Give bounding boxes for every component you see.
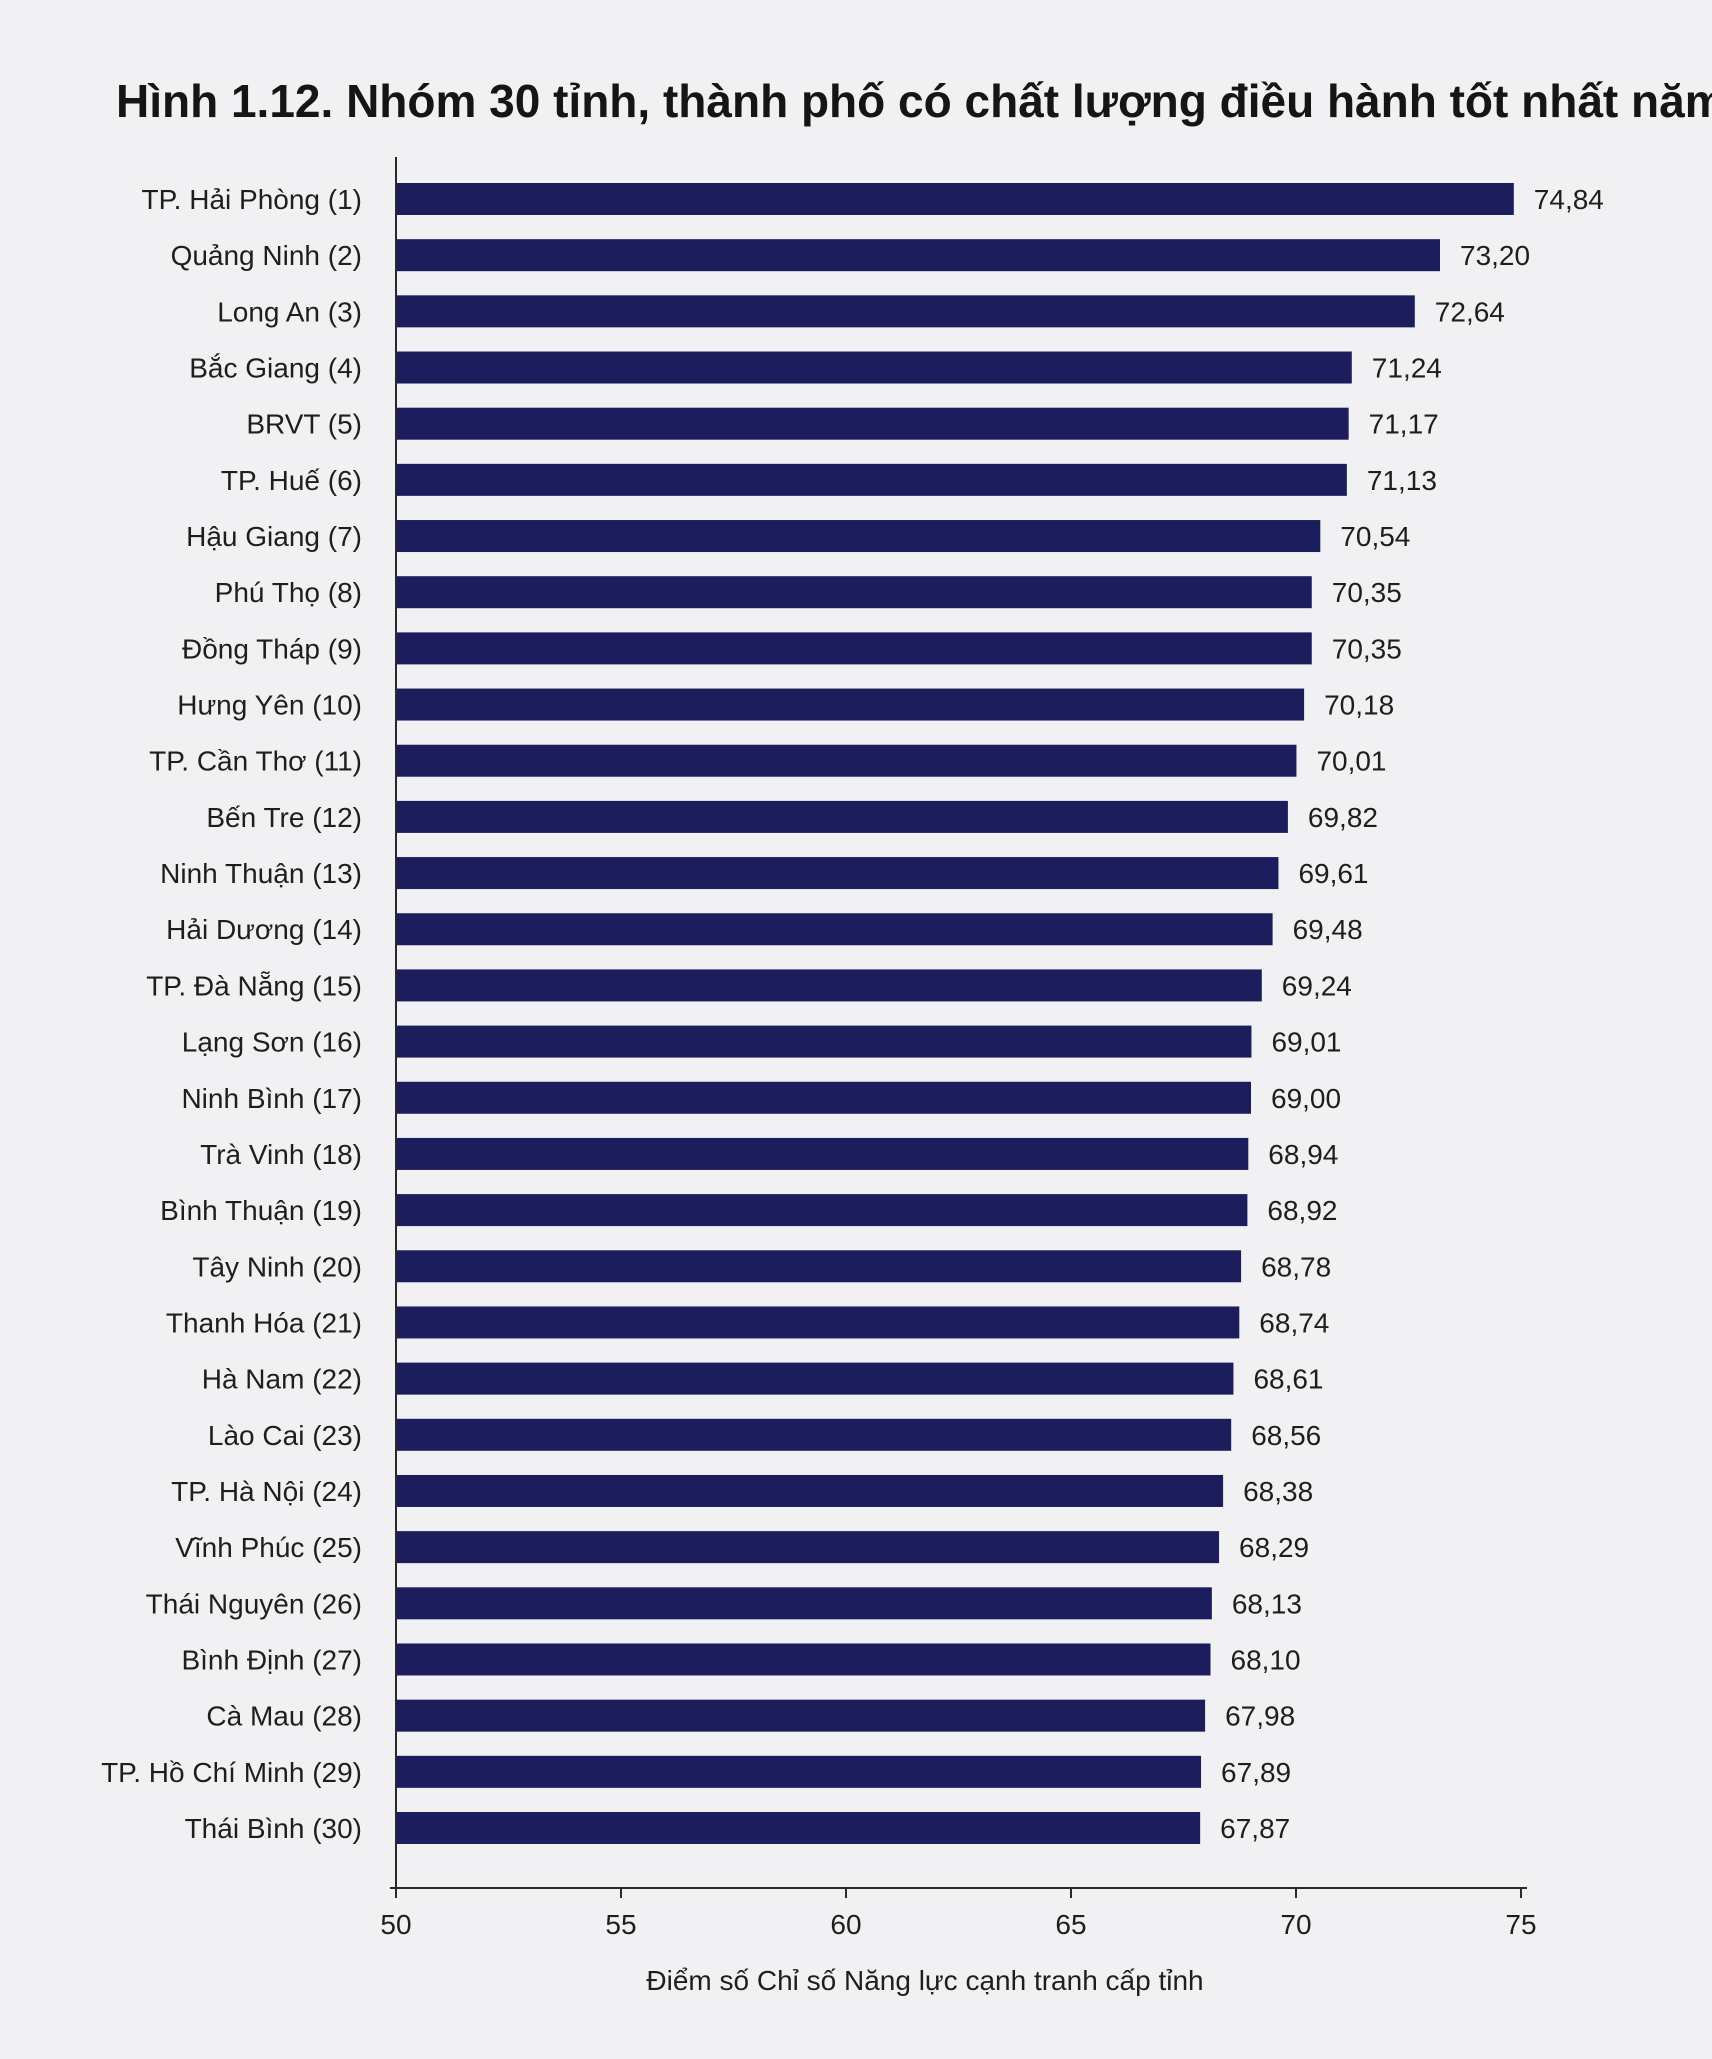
category-label: BRVT (5) bbox=[246, 409, 362, 440]
category-label: Phú Thọ (8) bbox=[215, 577, 362, 608]
bar bbox=[396, 1587, 1212, 1620]
value-label: 68,61 bbox=[1253, 1364, 1323, 1395]
category-label: Thanh Hóa (21) bbox=[166, 1307, 362, 1338]
category-label: Quảng Ninh (2) bbox=[171, 240, 362, 271]
value-label: 70,01 bbox=[1316, 746, 1386, 777]
x-axis-title: Điểm số Chỉ số Năng lực cạnh tranh cấp t… bbox=[646, 1965, 1203, 1996]
category-label: Lạng Sơn (16) bbox=[182, 1027, 362, 1058]
chart-title: Hình 1.12. Nhóm 30 tỉnh, thành phố có ch… bbox=[116, 75, 1712, 127]
value-label: 68,74 bbox=[1259, 1307, 1329, 1338]
value-label: 68,38 bbox=[1243, 1476, 1313, 1507]
category-label: TP. Hà Nội (24) bbox=[171, 1476, 362, 1507]
bar bbox=[396, 295, 1415, 328]
category-label: TP. Hải Phòng (1) bbox=[142, 184, 363, 215]
category-label: Bến Tre (12) bbox=[206, 802, 362, 833]
bar bbox=[396, 1812, 1201, 1844]
category-label: Thái Bình (30) bbox=[185, 1813, 362, 1844]
category-label: Ninh Bình (17) bbox=[181, 1083, 362, 1114]
bar bbox=[396, 1306, 1240, 1339]
value-label: 70,18 bbox=[1324, 690, 1394, 721]
bar bbox=[396, 1474, 1224, 1507]
bar bbox=[396, 1531, 1220, 1564]
category-label: Bình Thuận (19) bbox=[160, 1195, 362, 1226]
value-label: 68,13 bbox=[1232, 1588, 1302, 1619]
bar bbox=[396, 351, 1352, 384]
value-label: 69,48 bbox=[1293, 914, 1363, 945]
value-label: 67,98 bbox=[1225, 1701, 1295, 1732]
bar bbox=[396, 688, 1305, 721]
category-label: Đồng Tháp (9) bbox=[182, 633, 362, 664]
category-label: Hải Dương (14) bbox=[166, 914, 362, 945]
bar bbox=[396, 576, 1312, 609]
value-label: 70,35 bbox=[1332, 577, 1402, 608]
category-label: TP. Hồ Chí Minh (29) bbox=[101, 1757, 362, 1788]
value-label: 70,35 bbox=[1332, 633, 1402, 664]
category-label: TP. Cần Thơ (11) bbox=[149, 746, 362, 777]
value-label: 67,87 bbox=[1220, 1813, 1290, 1844]
value-label: 69,61 bbox=[1298, 858, 1368, 889]
x-tick-label: 60 bbox=[830, 1909, 861, 1940]
value-label: 74,84 bbox=[1534, 184, 1604, 215]
value-label: 71,17 bbox=[1369, 409, 1439, 440]
value-label: 68,29 bbox=[1239, 1532, 1309, 1563]
category-label: Lào Cai (23) bbox=[208, 1420, 362, 1451]
category-label: Thái Nguyên (26) bbox=[146, 1588, 362, 1619]
category-label: Bình Định (27) bbox=[181, 1644, 362, 1675]
category-label: Hậu Giang (7) bbox=[186, 521, 362, 552]
bar bbox=[396, 800, 1288, 833]
bar bbox=[396, 1137, 1249, 1170]
bar bbox=[396, 969, 1262, 1002]
bar bbox=[396, 1755, 1202, 1788]
value-label: 69,82 bbox=[1308, 802, 1378, 833]
bar bbox=[396, 1025, 1252, 1058]
value-label: 69,00 bbox=[1271, 1083, 1341, 1114]
category-label: Vĩnh Phúc (25) bbox=[175, 1532, 362, 1563]
bar bbox=[396, 463, 1347, 496]
category-label: Trà Vinh (18) bbox=[200, 1139, 362, 1170]
bar bbox=[396, 632, 1312, 665]
x-tick-label: 50 bbox=[380, 1909, 411, 1940]
value-label: 70,54 bbox=[1340, 521, 1410, 552]
category-label: Hưng Yên (10) bbox=[177, 690, 362, 721]
value-label: 68,10 bbox=[1231, 1644, 1301, 1675]
bar bbox=[396, 913, 1273, 946]
bar bbox=[396, 1643, 1211, 1676]
bar bbox=[396, 520, 1321, 553]
x-tick-label: 70 bbox=[1280, 1909, 1311, 1940]
category-label: TP. Huế (6) bbox=[221, 465, 362, 496]
value-label: 71,13 bbox=[1367, 465, 1437, 496]
category-label: Tây Ninh (20) bbox=[192, 1251, 362, 1282]
bar bbox=[396, 183, 1514, 215]
category-label: Long An (3) bbox=[217, 296, 362, 327]
bar bbox=[396, 407, 1349, 440]
x-tick-label: 65 bbox=[1055, 1909, 1086, 1940]
value-label: 69,01 bbox=[1271, 1027, 1341, 1058]
bar bbox=[396, 1699, 1206, 1732]
category-label: Cà Mau (28) bbox=[206, 1701, 362, 1732]
bar bbox=[396, 1250, 1242, 1283]
value-label: 68,78 bbox=[1261, 1251, 1331, 1282]
bar bbox=[396, 1362, 1234, 1395]
category-label: Ninh Thuận (13) bbox=[160, 858, 362, 889]
x-tick-label: 55 bbox=[605, 1909, 636, 1940]
value-label: 71,24 bbox=[1372, 353, 1442, 384]
bar bbox=[396, 1194, 1248, 1227]
value-label: 68,92 bbox=[1267, 1195, 1337, 1226]
value-label: 67,89 bbox=[1221, 1757, 1291, 1788]
value-label: 68,56 bbox=[1251, 1420, 1321, 1451]
value-label: 73,20 bbox=[1460, 240, 1530, 271]
bar bbox=[396, 857, 1279, 890]
category-label: Bắc Giang (4) bbox=[189, 353, 362, 384]
category-label: Hà Nam (22) bbox=[202, 1364, 362, 1395]
bar bbox=[396, 744, 1297, 777]
category-label: TP. Đà Nẵng (15) bbox=[146, 970, 362, 1001]
x-tick-label: 75 bbox=[1505, 1909, 1536, 1940]
bar bbox=[396, 239, 1440, 272]
value-label: 69,24 bbox=[1282, 970, 1352, 1001]
bar bbox=[396, 1081, 1251, 1114]
value-label: 68,94 bbox=[1268, 1139, 1338, 1170]
bar bbox=[396, 1418, 1232, 1451]
value-label: 72,64 bbox=[1435, 296, 1505, 327]
